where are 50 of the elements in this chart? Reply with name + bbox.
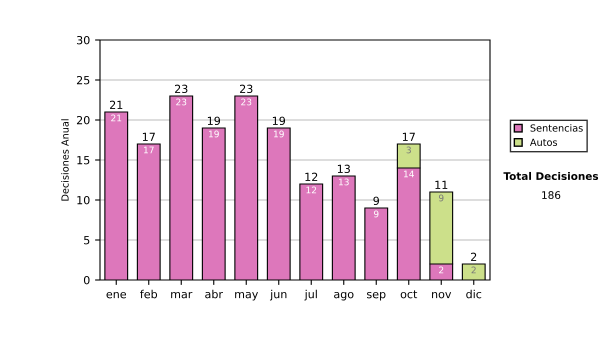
data-label: 21 xyxy=(111,114,122,122)
x-tick-label: ago xyxy=(334,292,354,300)
total-label: 17 xyxy=(402,132,415,141)
y-tick-label: 0 xyxy=(84,276,90,284)
x-tick-label: jun xyxy=(270,290,286,300)
total-label: 9 xyxy=(373,196,380,206)
data-label: 19 xyxy=(209,130,219,138)
x-tick-label: may xyxy=(235,292,258,300)
data-label: 9 xyxy=(374,210,378,218)
total-label: 23 xyxy=(240,84,252,94)
total-label: 17 xyxy=(142,132,155,141)
x-tick-label: jul xyxy=(304,290,317,300)
data-label: 13 xyxy=(339,178,349,186)
data-label: 2 xyxy=(472,266,476,274)
data-label: 23 xyxy=(241,98,252,106)
x-tick-label: mar xyxy=(171,292,192,298)
total-label: 13 xyxy=(338,164,350,174)
y-tick-label: 10 xyxy=(77,196,90,204)
y-axis-title: Decisiones Anual xyxy=(61,119,69,201)
y-tick-label: 15 xyxy=(77,156,90,164)
data-label: 12 xyxy=(306,186,316,194)
x-tick-label: dic xyxy=(466,290,482,298)
total-label: 19 xyxy=(272,116,286,126)
total-label: 21 xyxy=(110,100,122,109)
data-label: 2 xyxy=(439,266,444,274)
data-label: 3 xyxy=(406,146,411,154)
y-tick-label: 30 xyxy=(76,36,90,44)
x-tick-label: sep xyxy=(367,292,386,300)
total-label: 2 xyxy=(471,252,476,261)
x-tick-label: abr xyxy=(205,290,223,298)
data-label: 17 xyxy=(144,146,154,154)
legend-label: Sentencias xyxy=(530,124,583,132)
text: Total Decisiones xyxy=(503,172,598,180)
data-label: 9 xyxy=(438,194,444,202)
total-label: 12 xyxy=(305,172,318,181)
text: 186 xyxy=(542,191,560,200)
x-tick-label: ene xyxy=(106,292,126,298)
x-tick-label: feb xyxy=(140,290,158,298)
y-tick-label: 5 xyxy=(84,236,90,244)
data-label: 14 xyxy=(404,170,414,178)
x-tick-label: oct xyxy=(400,290,418,298)
total-label: 11 xyxy=(435,180,448,189)
y-tick-label: 25 xyxy=(76,76,90,84)
legend-label: Autos xyxy=(530,138,558,146)
data-label: 19 xyxy=(274,130,284,138)
total-label: 19 xyxy=(208,116,220,126)
total-label: 23 xyxy=(174,84,188,94)
y-tick-label: 20 xyxy=(76,116,90,124)
x-tick-label: nov xyxy=(432,292,452,298)
data-label: 23 xyxy=(176,98,186,106)
